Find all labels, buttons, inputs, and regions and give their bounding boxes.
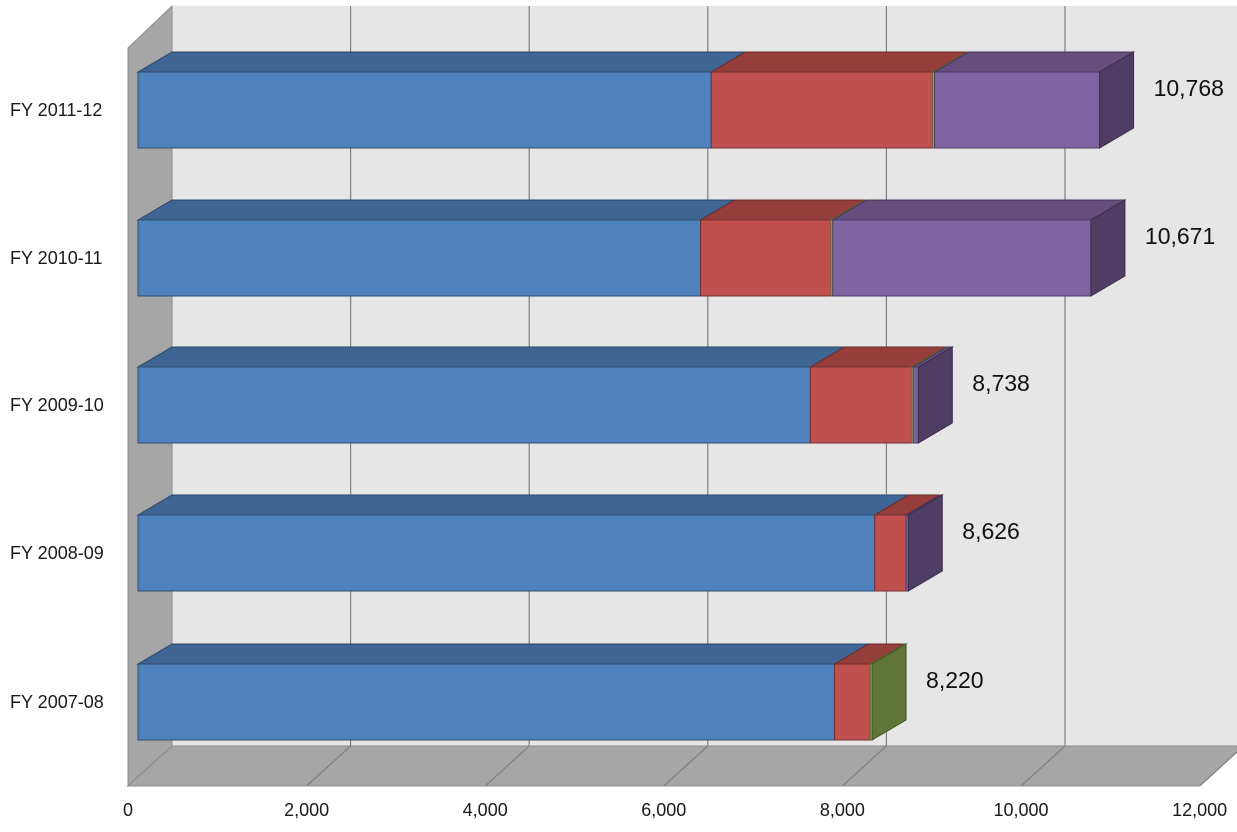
- category-label: FY 2010-11: [10, 248, 102, 268]
- bar-segment: [810, 367, 911, 443]
- floor: [128, 746, 1237, 786]
- total-label: 10,671: [1145, 223, 1215, 249]
- bar-segment: [835, 664, 871, 740]
- bar-segment: [935, 72, 1100, 148]
- x-tick-label: 10,000: [993, 800, 1048, 820]
- bar-segment: [701, 220, 831, 296]
- bar-segment: [138, 72, 711, 148]
- x-tick-label: 6,000: [641, 800, 686, 820]
- category-label: FY 2008-09: [10, 543, 104, 563]
- bar-segment: [711, 72, 932, 148]
- bar-top: [833, 200, 1125, 220]
- category-label: FY 2009-10: [10, 395, 104, 415]
- bar-segment: [875, 515, 906, 591]
- bar-top: [138, 495, 909, 515]
- total-label: 8,220: [926, 667, 984, 693]
- bar-segment: [913, 367, 918, 443]
- bar-top: [138, 347, 844, 367]
- x-tick-label: 2,000: [284, 800, 329, 820]
- bar-top: [711, 52, 966, 72]
- total-label: 10,768: [1154, 75, 1224, 101]
- bar-segment: [138, 220, 701, 296]
- bar-segment: [833, 220, 1091, 296]
- bar-segment: [138, 664, 835, 740]
- x-tick-label: 4,000: [463, 800, 508, 820]
- bar-segment: [138, 367, 810, 443]
- x-tick-label: 12,000: [1172, 800, 1227, 820]
- x-tick-label: 8,000: [820, 800, 865, 820]
- bar-top: [138, 644, 869, 664]
- category-label: FY 2011-12: [10, 100, 102, 120]
- x-tick-label: 0: [123, 800, 133, 820]
- bar-top: [138, 200, 735, 220]
- bar-segment: [138, 515, 875, 591]
- bar-top: [138, 52, 745, 72]
- total-label: 8,626: [962, 518, 1020, 544]
- total-label: 8,738: [972, 370, 1030, 396]
- category-label: FY 2007-08: [10, 692, 104, 712]
